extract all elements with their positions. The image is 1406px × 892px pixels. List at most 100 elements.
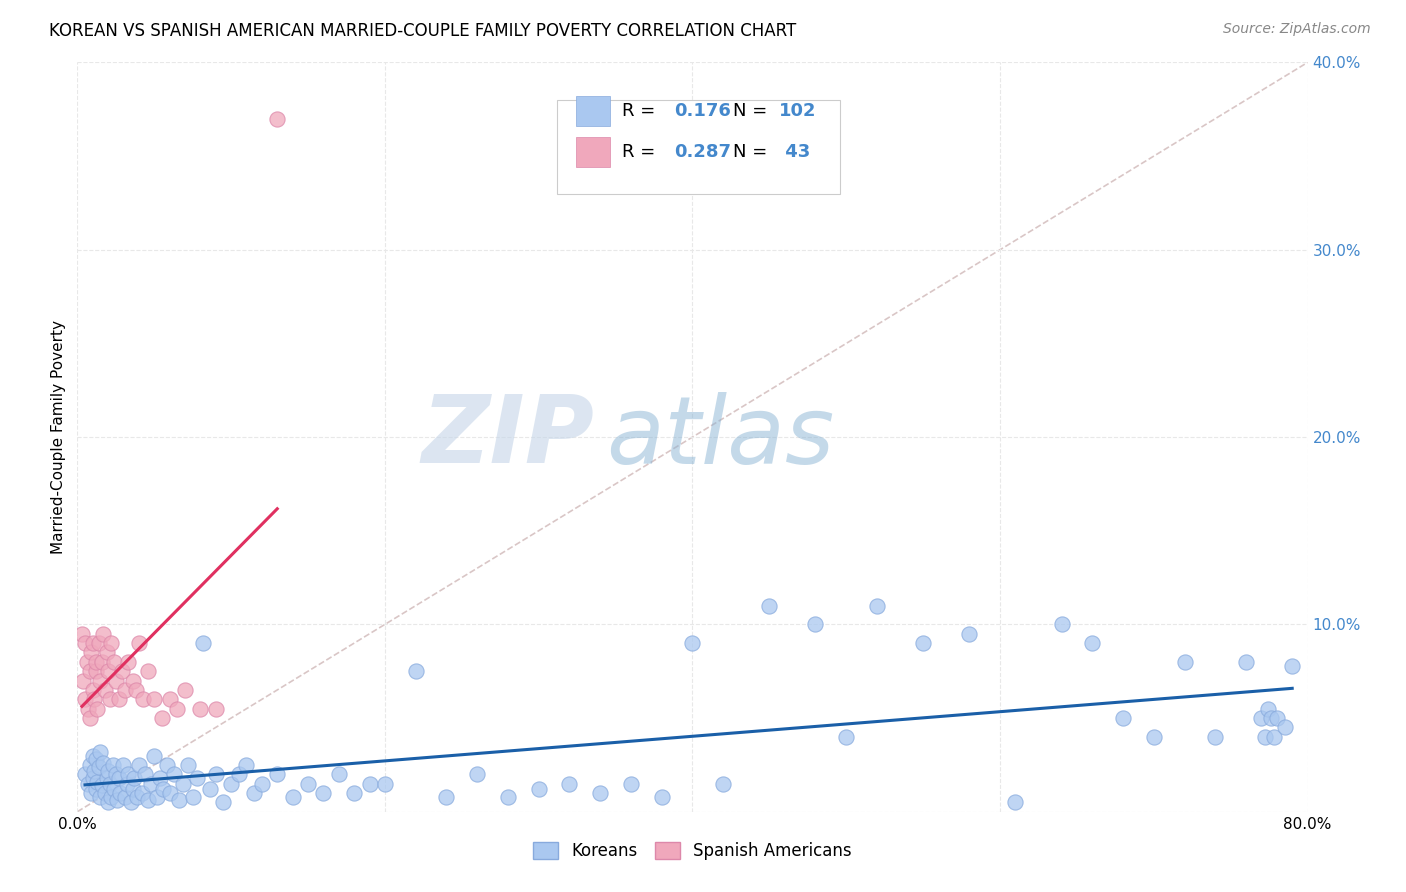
Point <box>86 774 108 789</box>
Point <box>866 599 889 613</box>
Point <box>250 776 273 791</box>
Point <box>1204 730 1226 744</box>
Point <box>359 776 381 791</box>
Point <box>1253 730 1275 744</box>
Point <box>1004 796 1026 810</box>
Point <box>128 636 150 650</box>
Point <box>82 748 104 763</box>
Point <box>172 776 194 791</box>
Point <box>79 758 101 772</box>
Point <box>127 789 149 804</box>
Point <box>1174 655 1197 669</box>
FancyBboxPatch shape <box>575 96 610 126</box>
Point <box>83 692 105 706</box>
Point <box>465 767 488 781</box>
Point <box>93 756 115 770</box>
Point <box>94 786 117 800</box>
Point <box>143 748 166 763</box>
Point <box>100 636 122 650</box>
Point <box>90 655 114 669</box>
Point <box>82 683 104 698</box>
Point <box>117 767 139 781</box>
Point <box>82 636 104 650</box>
Point <box>181 789 204 804</box>
Text: 43: 43 <box>779 144 810 161</box>
Point <box>711 776 734 791</box>
Point <box>152 782 174 797</box>
Point <box>312 786 335 800</box>
Point <box>103 782 125 797</box>
Text: 0.287: 0.287 <box>673 144 731 161</box>
Point <box>527 782 550 797</box>
Point <box>1112 711 1135 725</box>
Point <box>141 776 163 791</box>
Point <box>405 664 427 679</box>
Point <box>98 776 121 791</box>
Point <box>80 786 103 800</box>
Point <box>804 617 827 632</box>
Point <box>651 789 673 804</box>
Text: Source: ZipAtlas.com: Source: ZipAtlas.com <box>1223 22 1371 37</box>
Point <box>73 767 96 781</box>
Point <box>87 636 110 650</box>
Point <box>76 655 98 669</box>
Point <box>912 636 935 650</box>
Point <box>281 789 304 804</box>
Point <box>73 692 96 706</box>
Point <box>143 692 166 706</box>
Point <box>146 789 169 804</box>
Point <box>957 626 980 640</box>
Point <box>100 789 122 804</box>
Y-axis label: Married-Couple Family Poverty: Married-Couple Family Poverty <box>51 320 66 554</box>
Point <box>70 626 93 640</box>
Point <box>1081 636 1104 650</box>
Point <box>101 758 124 772</box>
Point <box>73 636 96 650</box>
Point <box>121 673 143 688</box>
Point <box>136 664 159 679</box>
Point <box>96 771 118 785</box>
Point <box>159 786 181 800</box>
Point <box>163 767 186 781</box>
Point <box>266 767 288 781</box>
Text: 102: 102 <box>779 103 815 120</box>
Point <box>77 701 100 715</box>
Point <box>1234 655 1257 669</box>
Point <box>1143 730 1166 744</box>
Point <box>89 745 111 759</box>
Point <box>1274 721 1296 735</box>
Point <box>159 692 181 706</box>
Point <box>104 673 127 688</box>
Point <box>297 776 319 791</box>
Point <box>77 776 100 791</box>
Point <box>374 776 396 791</box>
Point <box>155 758 177 772</box>
Point <box>83 764 105 778</box>
Text: R =: R = <box>623 144 661 161</box>
Text: N =: N = <box>733 103 773 120</box>
Text: atlas: atlas <box>606 392 835 483</box>
Point <box>115 776 138 791</box>
Point <box>93 626 115 640</box>
Point <box>219 776 242 791</box>
Point <box>188 701 212 715</box>
FancyBboxPatch shape <box>557 100 841 194</box>
Point <box>110 786 132 800</box>
Point <box>80 646 103 660</box>
Point <box>198 782 221 797</box>
Text: ZIP: ZIP <box>422 391 595 483</box>
Point <box>104 767 127 781</box>
Point <box>186 771 208 785</box>
Point <box>1281 658 1303 673</box>
FancyBboxPatch shape <box>575 137 610 168</box>
Point <box>86 701 108 715</box>
Point <box>174 683 197 698</box>
Point <box>243 786 266 800</box>
Point <box>132 692 155 706</box>
Point <box>1260 711 1282 725</box>
Point <box>131 786 153 800</box>
Point <box>97 796 120 810</box>
Point <box>266 112 288 126</box>
Point <box>682 636 704 650</box>
Point <box>1050 617 1073 632</box>
